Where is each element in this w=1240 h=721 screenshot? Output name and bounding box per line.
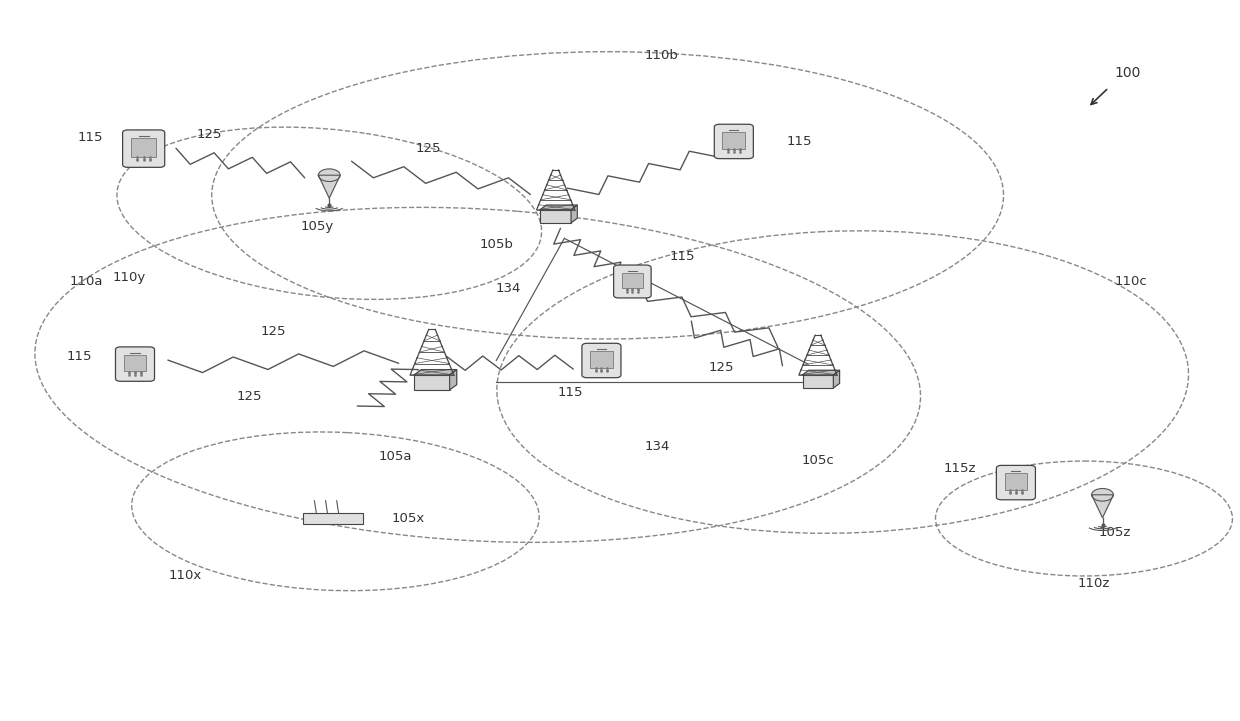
Polygon shape [414, 370, 456, 375]
FancyBboxPatch shape [723, 132, 745, 149]
Polygon shape [450, 370, 456, 390]
FancyBboxPatch shape [614, 265, 651, 298]
FancyBboxPatch shape [590, 351, 613, 368]
Text: 110a: 110a [69, 275, 103, 288]
Polygon shape [541, 205, 578, 210]
Circle shape [1091, 489, 1114, 501]
Text: 105c: 105c [801, 454, 835, 467]
FancyBboxPatch shape [131, 138, 156, 156]
Text: 115: 115 [78, 131, 103, 144]
FancyBboxPatch shape [802, 375, 833, 388]
Text: 125: 125 [236, 390, 262, 403]
FancyBboxPatch shape [123, 130, 165, 167]
Text: 110c: 110c [1115, 275, 1148, 288]
Polygon shape [833, 371, 839, 388]
Text: 105a: 105a [378, 451, 412, 464]
Polygon shape [319, 175, 340, 198]
FancyBboxPatch shape [714, 124, 754, 159]
Circle shape [319, 169, 340, 182]
FancyBboxPatch shape [621, 273, 644, 288]
FancyBboxPatch shape [582, 343, 621, 378]
Text: 134: 134 [496, 282, 521, 295]
Polygon shape [802, 371, 839, 375]
Text: 110z: 110z [1078, 577, 1110, 590]
Text: 115: 115 [786, 135, 812, 148]
Text: 125: 125 [196, 128, 222, 141]
FancyBboxPatch shape [541, 210, 572, 223]
Text: 125: 125 [415, 142, 441, 155]
FancyBboxPatch shape [304, 513, 362, 524]
Text: 110y: 110y [113, 271, 146, 284]
Text: 115: 115 [67, 350, 92, 363]
Text: 125: 125 [260, 325, 286, 338]
Text: 115: 115 [558, 386, 583, 399]
Text: 125: 125 [709, 361, 734, 374]
FancyBboxPatch shape [997, 465, 1035, 500]
Text: 115z: 115z [944, 461, 976, 474]
Text: 105z: 105z [1099, 526, 1131, 539]
Text: 105y: 105y [300, 221, 334, 234]
FancyBboxPatch shape [115, 347, 155, 381]
FancyBboxPatch shape [1004, 473, 1027, 490]
Text: 105b: 105b [480, 239, 513, 252]
Text: 110b: 110b [645, 49, 678, 62]
FancyBboxPatch shape [124, 355, 146, 371]
Polygon shape [1091, 495, 1114, 518]
FancyBboxPatch shape [414, 375, 450, 390]
Text: 115: 115 [670, 250, 694, 263]
Text: 134: 134 [645, 441, 670, 454]
Text: 110x: 110x [169, 570, 202, 583]
Text: 100: 100 [1115, 66, 1141, 80]
Text: 105x: 105x [391, 512, 424, 525]
Polygon shape [572, 205, 578, 223]
